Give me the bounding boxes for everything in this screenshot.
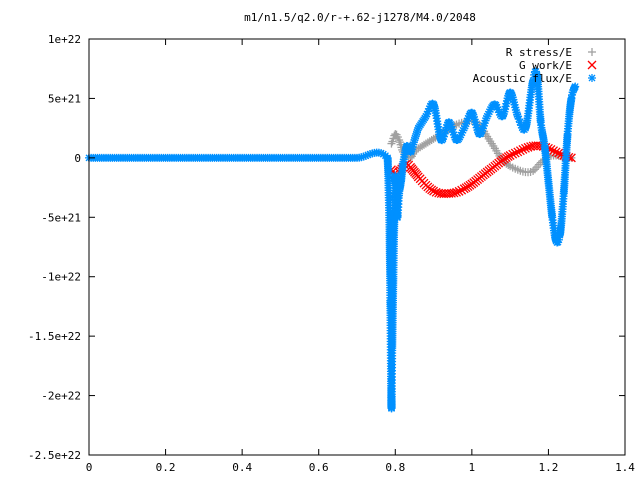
data-point — [429, 186, 439, 196]
data-point — [571, 82, 580, 91]
legend-marker — [588, 48, 596, 56]
data-point — [510, 148, 520, 158]
series-3 — [85, 67, 580, 413]
y-tick-label: -2.5e+22 — [28, 449, 81, 462]
data-point — [457, 185, 467, 195]
legend-label: Acoustic flux/E — [473, 72, 572, 85]
data-point — [454, 186, 464, 196]
y-tick-label: 5e+21 — [48, 92, 81, 105]
y-tick-label: -5e+21 — [41, 211, 81, 224]
x-tick-label: 0 — [86, 461, 93, 474]
data-point — [452, 187, 462, 197]
x-tick-label: 0.8 — [385, 461, 405, 474]
chart-title: m1/n1.5/q2.0/r-+.62-j1278/M4.0/2048 — [244, 11, 476, 24]
legend-marker — [587, 60, 597, 70]
x-tick-label: 0.6 — [309, 461, 329, 474]
x-tick-label: 0.4 — [232, 461, 252, 474]
legend-label: G work/E — [519, 59, 572, 72]
x-tick-label: 0.2 — [156, 461, 176, 474]
data-point — [551, 147, 561, 157]
y-tick-label: -1e+22 — [41, 271, 81, 284]
data-point — [554, 148, 564, 158]
x-tick-label: 1.4 — [615, 461, 635, 474]
data-point — [449, 188, 459, 198]
data-point — [520, 143, 530, 153]
y-tick-label: -2e+22 — [41, 390, 81, 403]
x-tick-label: 1 — [469, 461, 476, 474]
legend-label: R stress/E — [506, 46, 572, 59]
axes-layer: 0 0.2 0.4 0.6 0.8 1 1.2 1.4 1e+22 5e+21 0 -5e+21 -1e… — [28, 33, 635, 474]
data-layer — [85, 67, 580, 413]
data-point — [431, 187, 441, 197]
data-point — [508, 149, 518, 159]
data-point — [523, 142, 533, 152]
plot-frame — [88, 38, 626, 456]
data-point — [549, 146, 558, 156]
data-point — [529, 166, 538, 175]
legend-marker — [588, 74, 596, 82]
data-point — [518, 144, 528, 154]
data-point — [505, 151, 515, 160]
y-tick-label: 0 — [74, 152, 81, 165]
data-point — [513, 147, 523, 157]
data-point — [515, 146, 525, 156]
y-tick-label: -1.5e+22 — [28, 330, 81, 343]
y-tick-label: 1e+22 — [48, 33, 81, 46]
x-tick-label: 1.2 — [538, 461, 558, 474]
